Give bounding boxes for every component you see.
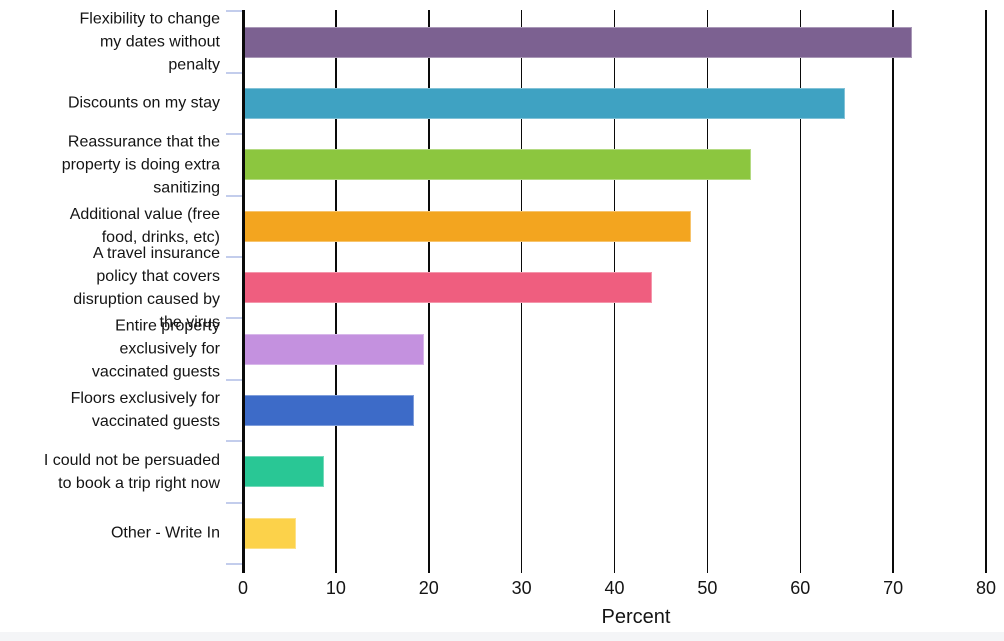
category-label-line: Discounts on my stay	[67, 94, 220, 112]
category-label-line: vaccinated guests	[91, 413, 220, 431]
category-label-line: food, drinks, etc)	[101, 229, 220, 247]
category-label-0: Flexibility to change my dates without pen…	[0, 8, 220, 77]
category-label-7: I could not be persuaded to book a trip r…	[0, 449, 220, 495]
bar-7	[244, 456, 324, 488]
bar-3	[244, 210, 691, 242]
y-axis-tick	[226, 317, 243, 320]
category-label-line: policy that covers	[96, 267, 220, 285]
x-tick-label-60: 60	[790, 578, 811, 598]
bar-1	[244, 87, 845, 119]
category-label-line: exclusively for	[119, 340, 220, 358]
category-label-line: Flexibility to change	[79, 10, 220, 28]
category-label-line: A travel insurance	[92, 244, 220, 262]
category-label-3: Additional value (free food, drinks, etc)	[0, 203, 220, 249]
category-label-line: sanitizing	[153, 179, 220, 197]
y-axis-tick	[226, 440, 243, 443]
y-axis-tick	[226, 194, 243, 197]
bar-2	[244, 149, 752, 181]
y-axis-tick	[226, 501, 243, 504]
y-axis-tick	[226, 71, 243, 74]
category-label-line: I could not be persuaded	[43, 451, 220, 469]
y-axis-tick	[226, 255, 243, 258]
x-tick-label-40: 40	[604, 578, 625, 598]
bar-5	[244, 333, 425, 365]
x-tick-label-30: 30	[511, 578, 532, 598]
category-label-line: to book a trip right now	[58, 474, 220, 492]
category-label-line: Floors exclusively for	[70, 390, 220, 408]
category-label-6: Floors exclusively for vaccinated guests	[0, 387, 220, 433]
category-label-line: Other - Write In	[110, 524, 220, 542]
x-axis-title: Percent	[601, 606, 671, 628]
x-tick-label-20: 20	[418, 578, 439, 598]
category-label-line: Additional value (free	[69, 206, 220, 224]
x-tick-label-0: 0	[237, 578, 249, 598]
gridline-80	[985, 10, 987, 573]
category-label-line: property is doing extra	[61, 156, 220, 174]
gridline-50	[706, 10, 709, 573]
gridline-70	[892, 10, 894, 573]
bar-6	[244, 394, 414, 426]
x-tick-label-80: 80	[975, 578, 997, 598]
y-axis-tick	[226, 10, 243, 13]
category-label-5: Entire property exclusively for vaccinated…	[0, 315, 220, 384]
category-label-line: Entire property	[115, 317, 220, 335]
y-axis-tick	[226, 133, 243, 136]
bar-0	[244, 26, 912, 58]
category-label-4: A travel insurance policy that covers disr…	[0, 242, 220, 334]
bar-8	[244, 517, 296, 549]
y-axis-line	[242, 10, 245, 573]
category-label-line: penalty	[168, 56, 220, 74]
bar-4	[244, 272, 652, 304]
category-label-8: Other - Write In	[0, 522, 220, 545]
x-tick-label-10: 10	[325, 578, 346, 598]
category-label-line: Reassurance that the	[67, 133, 220, 151]
category-label-line: vaccinated guests	[91, 363, 220, 381]
category-label-line: my dates without	[99, 33, 220, 51]
category-label-line: the virus	[159, 313, 220, 331]
category-label-line: disruption caused by	[73, 290, 220, 308]
y-axis-tick	[226, 378, 243, 381]
bottom-margin-strip	[0, 632, 1004, 641]
category-label-2: Reassurance that the property is doing ex…	[0, 130, 220, 199]
y-axis-tick	[226, 562, 243, 565]
x-tick-label-50: 50	[697, 578, 718, 598]
gridline-60	[799, 10, 801, 573]
category-label-1: Discounts on my stay	[0, 92, 220, 115]
x-tick-label-70: 70	[883, 578, 904, 598]
